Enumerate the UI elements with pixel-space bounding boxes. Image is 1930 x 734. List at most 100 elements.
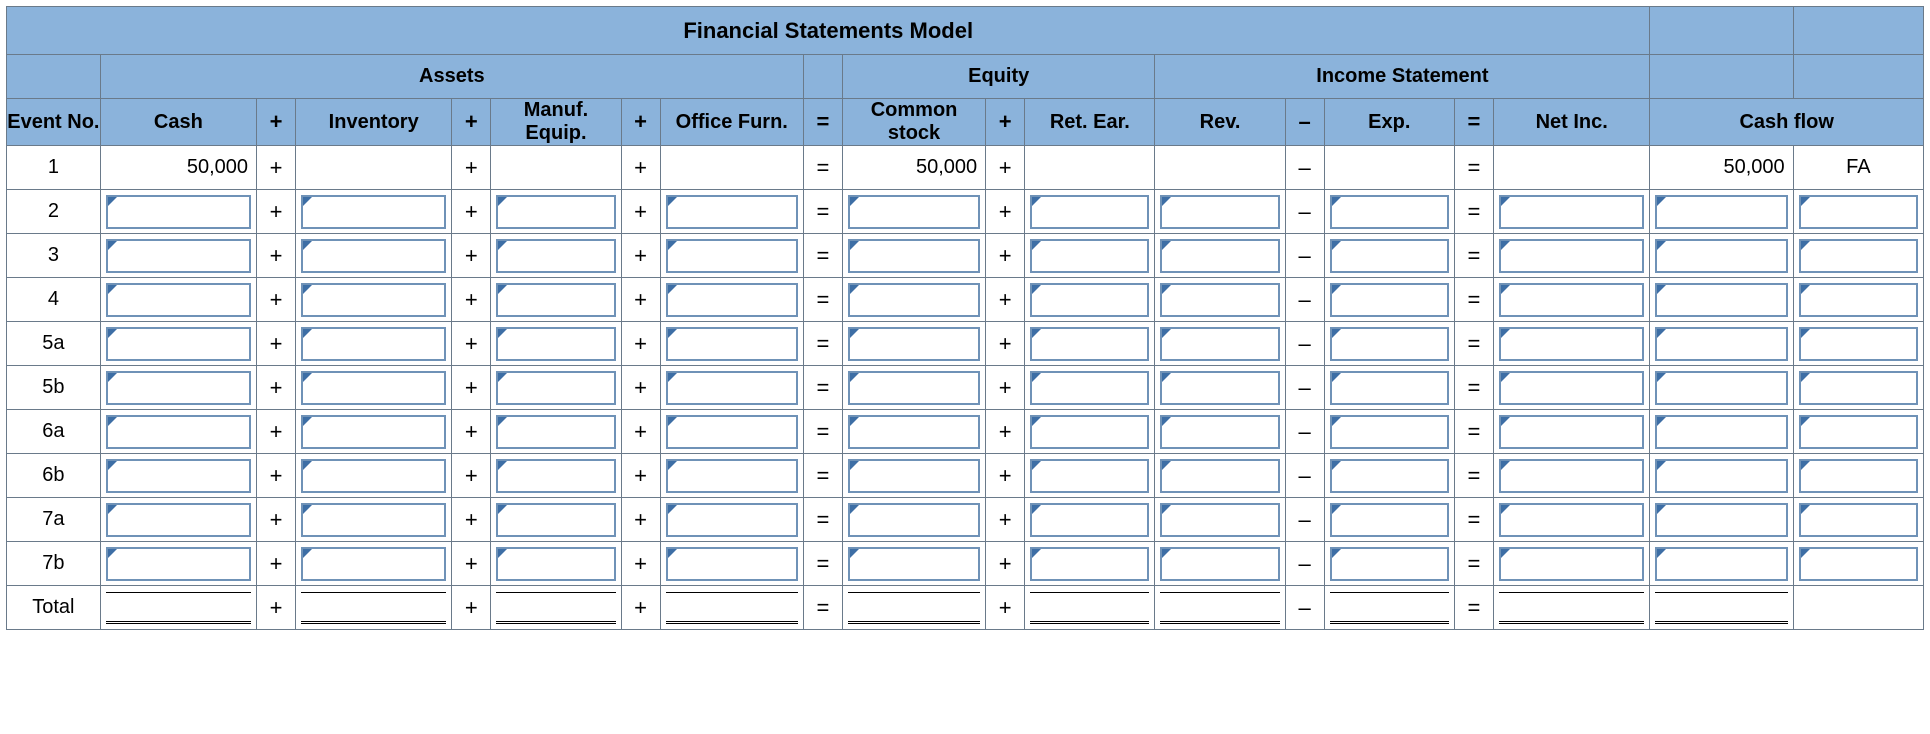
cash-flow-type-input[interactable]	[1793, 278, 1923, 322]
cash-flow-amount-input[interactable]	[1650, 542, 1793, 586]
net-inc-input[interactable]	[1493, 278, 1649, 322]
rev-input[interactable]	[1155, 234, 1285, 278]
cash-input[interactable]	[100, 234, 256, 278]
inventory-input[interactable]	[296, 542, 452, 586]
manuf-equip-input[interactable]	[491, 542, 621, 586]
ret-ear-input[interactable]	[1025, 278, 1155, 322]
rev-input[interactable]	[1155, 278, 1285, 322]
cash-flow-amount-input[interactable]	[1650, 410, 1793, 454]
office-furn-input[interactable]	[660, 498, 803, 542]
exp-input[interactable]	[1324, 322, 1454, 366]
table-row: 5b+++=+–=	[7, 366, 1924, 410]
cash-flow-amount-input[interactable]	[1650, 454, 1793, 498]
rev-input[interactable]	[1155, 542, 1285, 586]
inventory-input[interactable]	[296, 190, 452, 234]
rev-input[interactable]	[1155, 410, 1285, 454]
cash-flow-amount-input[interactable]	[1650, 322, 1793, 366]
cash-input[interactable]	[100, 498, 256, 542]
cash-flow-type-input[interactable]	[1793, 454, 1923, 498]
net-inc-input[interactable]	[1493, 498, 1649, 542]
rev-input[interactable]	[1155, 190, 1285, 234]
manuf-equip-input[interactable]	[491, 410, 621, 454]
net-inc-input[interactable]	[1493, 542, 1649, 586]
common-stock-input[interactable]	[842, 322, 985, 366]
cash-flow-amount-input[interactable]	[1650, 498, 1793, 542]
common-stock-input[interactable]	[842, 542, 985, 586]
ret-ear-input[interactable]	[1025, 410, 1155, 454]
net-inc-input[interactable]	[1493, 410, 1649, 454]
exp-input[interactable]	[1324, 454, 1454, 498]
cash-flow-type-input[interactable]	[1793, 410, 1923, 454]
net-inc-input[interactable]	[1493, 190, 1649, 234]
manuf-equip-input[interactable]	[491, 498, 621, 542]
inventory-input[interactable]	[296, 498, 452, 542]
inventory-input[interactable]	[296, 454, 452, 498]
exp-input[interactable]	[1324, 410, 1454, 454]
office-furn-input[interactable]	[660, 190, 803, 234]
ret-ear-input[interactable]	[1025, 366, 1155, 410]
ret-ear-input[interactable]	[1025, 454, 1155, 498]
net-inc-input[interactable]	[1493, 454, 1649, 498]
inventory-input[interactable]	[296, 234, 452, 278]
exp-input[interactable]	[1324, 498, 1454, 542]
net-inc-input[interactable]	[1493, 322, 1649, 366]
rev-input[interactable]	[1155, 498, 1285, 542]
net-inc-input[interactable]	[1493, 234, 1649, 278]
ret-ear-input[interactable]	[1025, 542, 1155, 586]
manuf-equip-input[interactable]	[491, 454, 621, 498]
cash-flow-type-input[interactable]	[1793, 322, 1923, 366]
common-stock-input[interactable]	[842, 366, 985, 410]
office-furn-input[interactable]	[660, 454, 803, 498]
office-furn-input[interactable]	[660, 542, 803, 586]
ret-ear-input[interactable]	[1025, 190, 1155, 234]
office-furn-input[interactable]	[660, 366, 803, 410]
exp-input[interactable]	[1324, 234, 1454, 278]
office-furn-input[interactable]	[660, 278, 803, 322]
rev-input[interactable]	[1155, 322, 1285, 366]
cash-flow-type-input[interactable]	[1793, 498, 1923, 542]
cash-flow-amount-input[interactable]	[1650, 234, 1793, 278]
manuf-equip-input[interactable]	[491, 322, 621, 366]
cash-flow-type-input[interactable]	[1793, 366, 1923, 410]
exp-input[interactable]	[1324, 278, 1454, 322]
rev-input[interactable]	[1155, 366, 1285, 410]
common-stock-input[interactable]	[842, 278, 985, 322]
exp-input[interactable]	[1324, 366, 1454, 410]
manuf-equip-input[interactable]	[491, 234, 621, 278]
cash-flow-amount-input[interactable]	[1650, 278, 1793, 322]
common-stock-input[interactable]	[842, 498, 985, 542]
exp-input[interactable]	[1324, 190, 1454, 234]
cash-input[interactable]	[100, 410, 256, 454]
inventory-input[interactable]	[296, 366, 452, 410]
inventory-input[interactable]	[296, 278, 452, 322]
office-furn-input[interactable]	[660, 234, 803, 278]
cash-input[interactable]	[100, 542, 256, 586]
office-furn-input[interactable]	[660, 322, 803, 366]
cash-input[interactable]	[100, 366, 256, 410]
cash-flow-type-input[interactable]	[1793, 542, 1923, 586]
common-stock-input[interactable]	[842, 410, 985, 454]
cash-input[interactable]	[100, 454, 256, 498]
exp-input[interactable]	[1324, 542, 1454, 586]
manuf-equip-input[interactable]	[491, 366, 621, 410]
cash-input[interactable]	[100, 190, 256, 234]
common-stock-input[interactable]	[842, 190, 985, 234]
manuf-equip-input[interactable]	[491, 190, 621, 234]
cash-flow-amount-input[interactable]	[1650, 366, 1793, 410]
ret-ear-input[interactable]	[1025, 234, 1155, 278]
common-stock-input[interactable]	[842, 234, 985, 278]
cash-flow-amount-input[interactable]	[1650, 190, 1793, 234]
inventory-input[interactable]	[296, 410, 452, 454]
ret-ear-input[interactable]	[1025, 498, 1155, 542]
cash-input[interactable]	[100, 278, 256, 322]
ret-ear-input[interactable]	[1025, 322, 1155, 366]
common-stock-input[interactable]	[842, 454, 985, 498]
inventory-input[interactable]	[296, 322, 452, 366]
cash-flow-type-input[interactable]	[1793, 190, 1923, 234]
net-inc-input[interactable]	[1493, 366, 1649, 410]
rev-input[interactable]	[1155, 454, 1285, 498]
cash-input[interactable]	[100, 322, 256, 366]
cash-flow-type-input[interactable]	[1793, 234, 1923, 278]
manuf-equip-input[interactable]	[491, 278, 621, 322]
office-furn-input[interactable]	[660, 410, 803, 454]
